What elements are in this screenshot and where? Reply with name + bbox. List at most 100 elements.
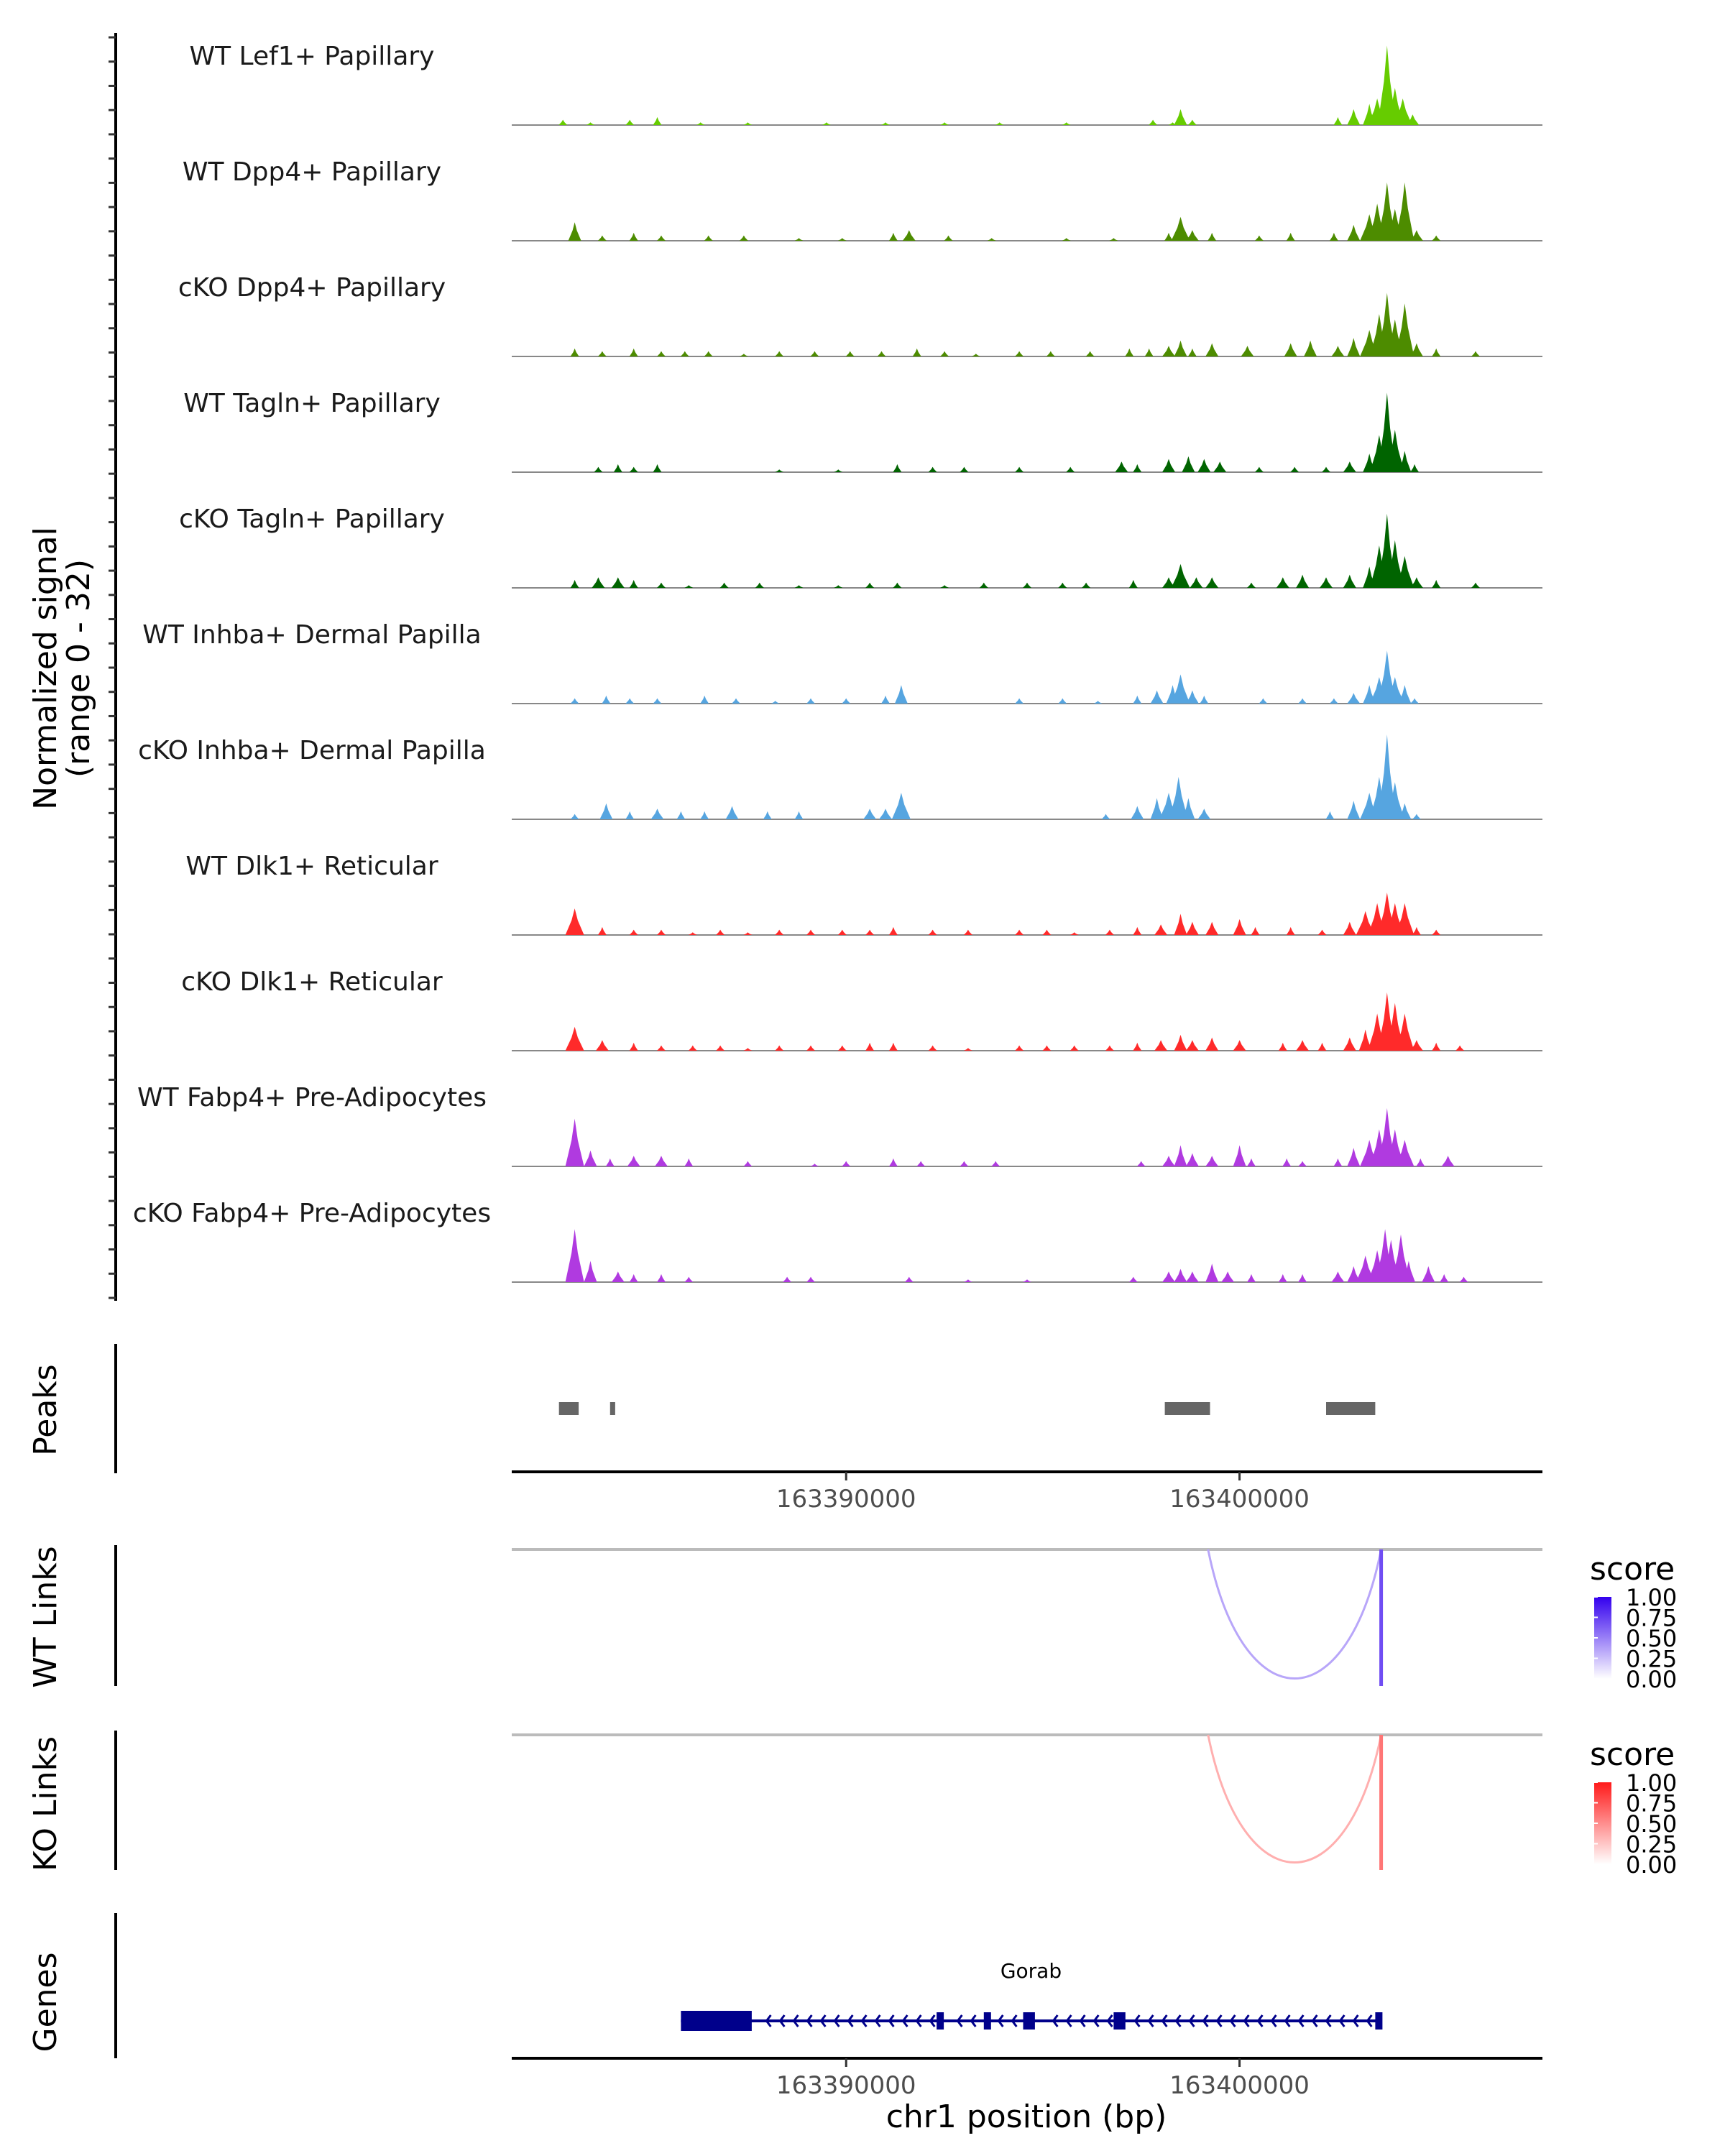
coverage-peak: [1144, 348, 1154, 356]
coverage-peak: [810, 1164, 819, 1166]
coverage-peak: [1133, 464, 1142, 472]
coverage-peak: [1070, 1045, 1079, 1051]
peak-region: [1326, 1402, 1376, 1415]
coverage-peak: [684, 1158, 694, 1166]
strand-arrow: [819, 2014, 827, 2027]
coverage-peak: [743, 1048, 753, 1051]
coverage-peak: [1459, 1276, 1468, 1282]
coverage-peak: [1150, 798, 1164, 819]
coverage-peak: [1409, 343, 1423, 356]
coverage-peak: [1278, 1042, 1287, 1051]
coverage-peak: [1154, 924, 1168, 935]
legend-tick-label: 0.25: [1626, 1831, 1677, 1858]
coverage-peak: [611, 1271, 625, 1282]
coverage-peak: [1412, 926, 1421, 935]
track-cko-fabp4-pre-adipocytes: cKO Fabp4+ Pre-Adipocytes: [133, 1199, 1542, 1283]
coverage-peak: [1105, 1045, 1114, 1051]
coverage-peak: [611, 577, 625, 588]
coverage-peak: [1213, 461, 1227, 472]
coverage-peak: [586, 122, 595, 125]
peaks-ylabel: Peaks: [27, 1364, 64, 1455]
coverage-peak: [684, 585, 694, 588]
coverage-peak: [629, 1273, 638, 1282]
legend-tick-label: 0.25: [1626, 1646, 1677, 1673]
coverage-peak: [1046, 351, 1055, 356]
coverage-peak: [1455, 1045, 1465, 1051]
coverage-peak: [1325, 811, 1335, 819]
coverage-peak: [1105, 929, 1114, 935]
gene-gorab: Gorab: [681, 1959, 1383, 2031]
coverage-peak: [1406, 114, 1420, 125]
coverage-peak: [739, 235, 748, 241]
coverage-peak: [743, 122, 753, 125]
coverage-peak: [881, 122, 890, 125]
coverage-peak: [570, 698, 579, 704]
peak-region: [1164, 1402, 1210, 1415]
coverage-peak: [1205, 1037, 1219, 1051]
strand-arrow: [997, 2014, 1004, 2027]
coverage-peak: [893, 464, 902, 472]
x-tick-label: 163400000: [1169, 2071, 1310, 2100]
coverage-peak: [1247, 582, 1256, 588]
legend-tick-label: 0.00: [1626, 1666, 1677, 1693]
coverage-peak: [570, 814, 579, 819]
coverage-peak: [716, 1045, 725, 1051]
coverage-peak: [1169, 777, 1188, 819]
coverage-peak: [1251, 926, 1260, 935]
coverage-peak: [1197, 459, 1211, 472]
coverage-peak: [565, 1229, 584, 1282]
coverage-peak: [629, 348, 638, 356]
coverage-peak: [770, 701, 780, 704]
coverage-peak: [893, 582, 902, 588]
coverage-peak: [584, 1150, 597, 1166]
strand-arrow: [956, 2014, 963, 2027]
peak-region: [610, 1402, 615, 1415]
coverage-peak: [902, 230, 916, 241]
coverage-peak: [1356, 1256, 1375, 1282]
coverage-peak: [1284, 343, 1297, 356]
strand-arrow: [806, 2014, 813, 2027]
coverage-peak: [1343, 461, 1356, 472]
coverage-peak: [696, 122, 705, 125]
coverage-peak: [1133, 926, 1142, 935]
coverage-peak: [1205, 343, 1219, 356]
peak-region: [558, 1402, 579, 1415]
coverage-peak: [1392, 1234, 1410, 1282]
coverage-peak: [595, 1040, 609, 1051]
coverage-peak: [1066, 466, 1075, 472]
track-label: WT Dpp4+ Papillary: [183, 157, 441, 187]
coverage-peak: [1200, 695, 1209, 704]
coverage-peak: [1395, 556, 1414, 588]
x-axis-bottom: 163390000 163400000: [512, 2057, 1542, 2100]
coverage-peak: [1422, 1266, 1435, 1282]
coverage-peak: [1298, 1273, 1307, 1282]
coverage-peak: [1070, 932, 1079, 935]
coverage-peak: [1333, 1158, 1343, 1166]
coverage-peak: [1082, 582, 1091, 588]
strand-arrow: [1092, 2014, 1100, 2027]
coverage-peak: [1162, 1156, 1175, 1166]
track-cko-tagln-papillary: cKO Tagln+ Papillary: [179, 505, 1542, 589]
coverage-peak: [837, 1045, 847, 1051]
link-arc: [1207, 1549, 1383, 1680]
track-cko-dpp4-papillary: cKO Dpp4+ Papillary: [178, 273, 1542, 357]
coverage-peak: [1286, 232, 1295, 241]
coverage-peak: [1377, 734, 1397, 819]
coverage-peak: [1440, 1273, 1449, 1282]
coverage-peak: [558, 119, 568, 125]
x-tick-label: 163390000: [776, 2071, 916, 2100]
coverage-peak: [1432, 235, 1441, 241]
coverage-peak: [1015, 1045, 1024, 1051]
coverage-peak: [1290, 466, 1300, 472]
coverage-peak: [1015, 466, 1024, 472]
coverage-peak: [1343, 574, 1356, 588]
coverage-peak: [1247, 1273, 1256, 1282]
gene-name-label: Gorab: [1000, 1959, 1062, 1983]
coverage-peak: [627, 1156, 640, 1166]
links-panels: score1.000.750.500.250.00score1.000.750.…: [114, 1545, 1677, 1879]
coverage-peak: [688, 1045, 697, 1051]
track-wt-lef1-papillary: WT Lef1+ Papillary: [190, 42, 1542, 126]
coverage-peak: [653, 116, 662, 125]
strand-arrow: [1065, 2014, 1072, 2027]
coverage-peak: [1093, 701, 1103, 704]
